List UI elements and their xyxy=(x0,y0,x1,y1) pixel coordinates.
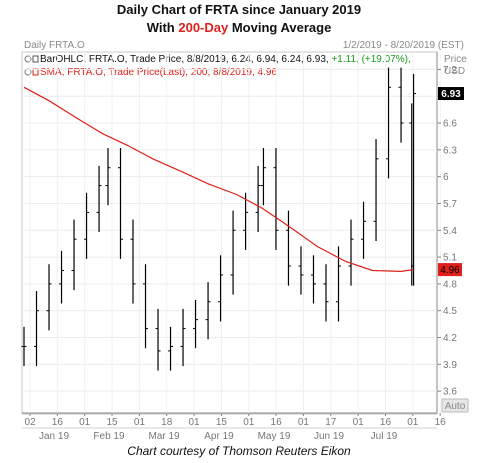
ohlc-bar xyxy=(193,299,199,349)
subtitle-highlight: 200-Day xyxy=(178,20,229,35)
x-tick-label: 02 xyxy=(24,417,36,428)
ohlc-bar xyxy=(21,326,27,367)
y-tick-label: 3.9 xyxy=(443,360,457,371)
caption: Chart courtesy of Thomson Reuters Eikon xyxy=(127,444,351,458)
ohlc-bar xyxy=(218,255,224,322)
x-tick-label: 16 xyxy=(271,417,283,428)
ohlc-bar xyxy=(411,73,417,286)
ohlc-bar xyxy=(34,291,40,367)
ohlc-bar xyxy=(298,246,304,295)
ohlc-bar xyxy=(143,264,149,349)
month-labels: Jan 19 Feb 19 Mar 19 Apr 19 May 19 Jun 19 Jul … xyxy=(39,431,398,442)
subtitle-suffix: Moving Average xyxy=(228,20,332,35)
auto-scale-button[interactable]: Auto xyxy=(441,398,469,413)
svg-text:6.93: 6.93 xyxy=(441,89,461,100)
y-tick-label: 5.7 xyxy=(443,199,457,210)
ohlc-bar xyxy=(348,219,354,286)
y-tick-label: 6.3 xyxy=(443,145,457,156)
x-tick-label: 15 xyxy=(106,417,118,428)
ohlc-bar xyxy=(398,67,404,143)
x-axis-ticks: 02 16 01 15 01 18 01 15 01 16 01 17 01 16 01 16 xyxy=(24,413,446,428)
ohlc-bars xyxy=(21,67,417,371)
y-tick-label: 4.8 xyxy=(443,279,457,290)
month-label: Mar 19 xyxy=(148,431,180,442)
last-price-tag: 6.93 xyxy=(438,87,464,101)
x-tick-label: 17 xyxy=(325,417,337,428)
y-tick-label: 5.4 xyxy=(443,226,457,237)
x-tick-label: 01 xyxy=(407,417,419,428)
panel-name: Daily FRTA.O xyxy=(24,40,85,51)
month-label: Jun 19 xyxy=(314,431,344,442)
currency-label: USD xyxy=(444,66,465,77)
x-tick-label: 01 xyxy=(134,417,146,428)
ohlc-bar xyxy=(96,165,102,233)
ohlc-bar xyxy=(168,326,174,371)
chart-title: Daily Chart of FRTA since January 2019 xyxy=(116,2,362,17)
y-tick-label: 4.2 xyxy=(443,333,457,344)
month-label: Feb 19 xyxy=(93,431,125,442)
ohlc-bar xyxy=(180,308,186,367)
ohlc-bar xyxy=(323,264,329,322)
ohlc-bar xyxy=(386,67,392,179)
month-label: Apr 19 xyxy=(204,431,234,442)
sma-price-tag: 4.96 xyxy=(438,263,462,277)
legend-ohlc: BarOHLC, FRTA.O, Trade Price, 8/8/2019, … xyxy=(40,54,411,65)
ohlc-bar xyxy=(243,192,249,250)
x-tick-label: 01 xyxy=(243,417,255,428)
month-label: Jan 19 xyxy=(39,431,69,442)
legend-toggle-icon[interactable] xyxy=(24,55,32,63)
legend-sma: SMA, FRTA.O, Trade Price(Last), 200, 8/8… xyxy=(40,67,277,78)
x-tick-label: 01 xyxy=(79,417,91,428)
price-chart[interactable]: Daily FRTA.O 1/2/2019 - 8/20/2019 (EST) … xyxy=(0,38,478,442)
x-tick-label: 01 xyxy=(298,417,310,428)
ohlc-bar xyxy=(255,165,261,233)
legend: BarOHLC, FRTA.O, Trade Price, 8/8/2019, … xyxy=(24,54,411,78)
y-tick-label: 3.6 xyxy=(443,387,457,398)
ohlc-bar xyxy=(84,192,90,259)
ohlc-bar xyxy=(373,139,379,241)
subtitle-prefix: With xyxy=(146,20,179,35)
x-tick-label: 18 xyxy=(161,417,173,428)
ohlc-bar xyxy=(273,148,279,250)
ohlc-bar xyxy=(310,255,316,304)
ohlc-bar xyxy=(285,210,291,286)
ohlc-bar xyxy=(130,219,136,304)
y-tick-label: 6 xyxy=(443,172,449,183)
ohlc-bar xyxy=(361,201,367,259)
ohlc-bar xyxy=(260,148,266,206)
y-tick-label: 5.1 xyxy=(443,253,457,264)
plot-frame xyxy=(21,51,438,415)
ohlc-bar xyxy=(117,148,123,259)
price-label: Price xyxy=(444,54,467,65)
bar-series-icon xyxy=(32,55,39,63)
x-tick-label: 16 xyxy=(380,417,392,428)
ohlc-bar xyxy=(46,264,52,331)
chart-subtitle: With 200-Day Moving Average xyxy=(0,20,478,35)
ohlc-bar xyxy=(230,210,236,295)
ohlc-bar xyxy=(59,250,65,304)
grid xyxy=(22,52,441,413)
ohlc-bar xyxy=(155,308,161,371)
month-label: May 19 xyxy=(258,431,291,442)
date-range: 1/2/2019 - 8/20/2019 (EST) xyxy=(343,40,464,51)
month-label: Jul 19 xyxy=(371,431,398,442)
ohlc-bar xyxy=(336,246,342,322)
x-tick-label: 15 xyxy=(216,417,228,428)
x-tick-label: 01 xyxy=(353,417,365,428)
ohlc-bar xyxy=(105,148,111,206)
ohlc-bar xyxy=(71,219,77,291)
y-tick-label: 7.2 xyxy=(443,65,457,76)
x-tick-label: 16 xyxy=(52,417,64,428)
x-tick-label: 01 xyxy=(189,417,201,428)
y-tick-label: 4.5 xyxy=(443,306,457,317)
y-tick-label: 6.6 xyxy=(443,119,457,130)
svg-text:4.96: 4.96 xyxy=(440,265,460,276)
auto-label: Auto xyxy=(445,401,466,412)
x-tick-label: 16 xyxy=(435,417,447,428)
ohlc-bar xyxy=(205,282,211,340)
sma-line xyxy=(23,86,414,273)
